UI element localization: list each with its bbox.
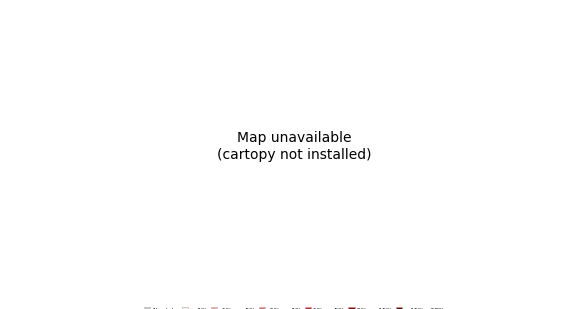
Text: Map unavailable
(cartopy not installed): Map unavailable (cartopy not installed) [217,131,371,162]
Legend: No data, <.1%, .1% - <.5%, .5% - <1%, 1% - <5%, 5% - <15%, >15% - 28%: No data, <.1%, .1% - <.5%, .5% - <1%, 1%… [144,307,444,309]
